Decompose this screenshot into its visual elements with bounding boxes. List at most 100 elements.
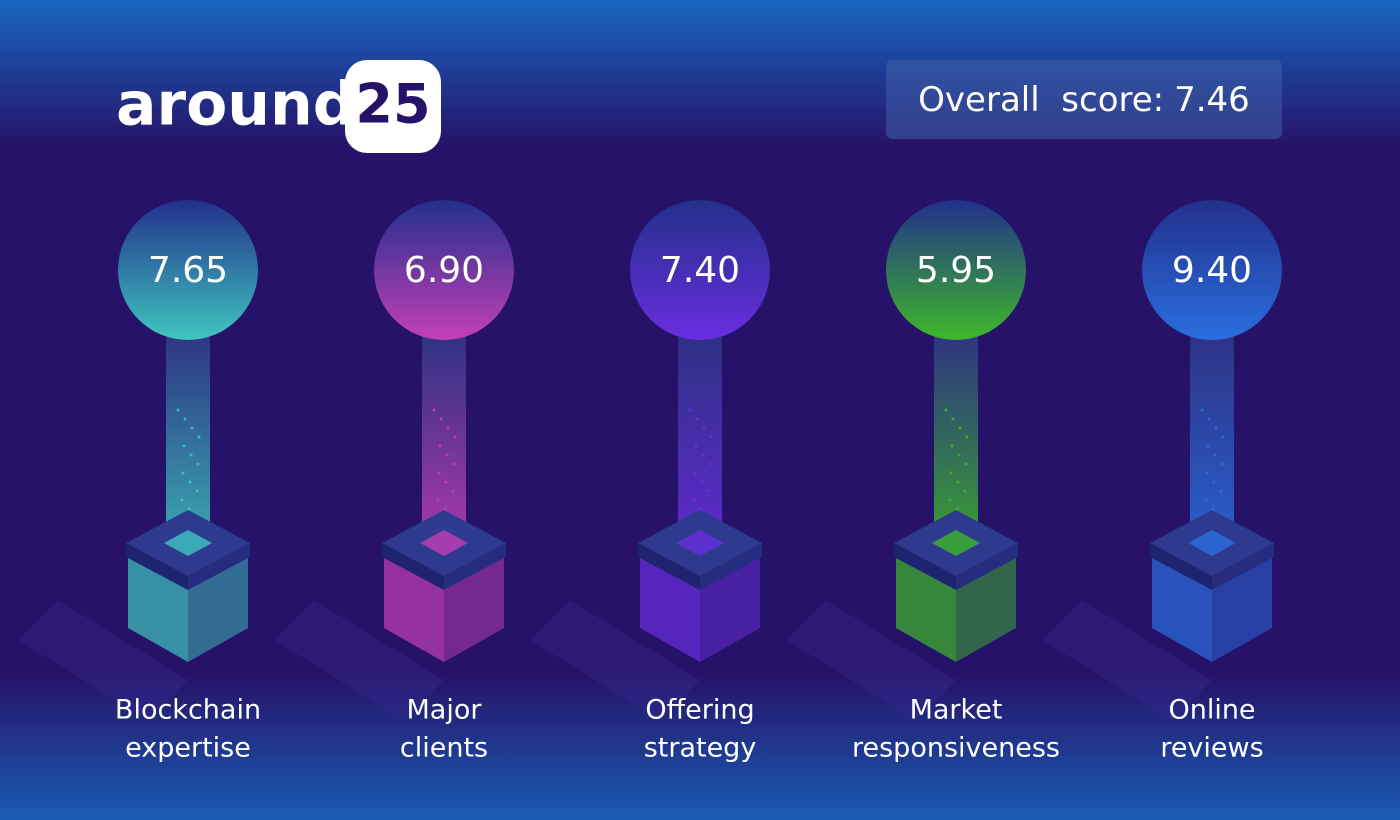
particle — [445, 453, 449, 457]
cube-hole — [1188, 530, 1236, 556]
logo-word: around — [116, 70, 356, 140]
particle — [957, 453, 961, 457]
label: clients — [400, 733, 488, 764]
particle — [439, 417, 443, 421]
logo-badge — [345, 60, 441, 153]
score-circle — [118, 200, 258, 340]
score-circle — [630, 200, 770, 340]
particle — [196, 462, 200, 466]
cube-hole — [164, 530, 212, 556]
particle — [963, 489, 967, 493]
score-circle — [1142, 200, 1282, 340]
particle — [1213, 453, 1217, 457]
score-circle — [886, 200, 1026, 340]
particle — [950, 444, 954, 448]
particle — [688, 408, 692, 412]
floor-glow — [18, 600, 188, 720]
particle — [181, 471, 185, 475]
cube-cap-left — [382, 543, 444, 590]
particle — [708, 462, 712, 466]
cube-cap-left — [638, 543, 700, 590]
particle — [1221, 435, 1225, 439]
overall-label: Overall score: — [918, 80, 1164, 120]
cube-cap-right — [956, 543, 1018, 590]
particle — [176, 408, 180, 412]
particle — [707, 489, 711, 493]
floor-glow — [1042, 600, 1212, 720]
particle — [183, 417, 187, 421]
label: Offering — [645, 695, 754, 726]
particle — [956, 480, 960, 484]
overall-value: 7.46 — [1174, 80, 1250, 120]
floor-glow — [530, 600, 700, 720]
particle — [693, 471, 697, 475]
overall-box — [886, 60, 1282, 139]
particle — [951, 417, 955, 421]
particle — [1206, 444, 1210, 448]
cube-cap-right — [188, 543, 250, 590]
particle — [453, 435, 457, 439]
cube-cap-right — [1212, 543, 1274, 590]
particle — [955, 507, 959, 511]
particle — [709, 435, 713, 439]
score: 7.65 — [148, 250, 228, 291]
particle — [701, 453, 705, 457]
particle — [1214, 426, 1218, 430]
particle — [1205, 471, 1209, 475]
particle — [694, 444, 698, 448]
particle — [1207, 417, 1211, 421]
label: Major — [407, 695, 483, 726]
particle — [699, 507, 703, 511]
particle — [1220, 462, 1224, 466]
score: 7.40 — [660, 250, 740, 291]
particle — [436, 498, 440, 502]
particle — [189, 453, 193, 457]
label: expertise — [125, 733, 251, 764]
particle — [965, 435, 969, 439]
label: Market — [910, 695, 1003, 726]
cube-cap-right — [444, 543, 506, 590]
floor-glow — [786, 600, 956, 720]
particle — [692, 498, 696, 502]
cube-hole — [420, 530, 468, 556]
particle — [437, 471, 441, 475]
score: 9.40 — [1172, 250, 1252, 291]
particle — [190, 426, 194, 430]
particle — [702, 426, 706, 430]
particle — [432, 408, 436, 412]
particle — [452, 462, 456, 466]
floor-glow — [274, 600, 444, 720]
score: 5.95 — [916, 250, 996, 291]
particle — [948, 498, 952, 502]
label: responsiveness — [852, 733, 1060, 764]
particle — [949, 471, 953, 475]
particle — [180, 498, 184, 502]
particle — [1211, 507, 1215, 511]
items: 7.65 Blockchain expertise 6.90 Major clients 7… — [18, 200, 1282, 764]
cube-cap-right — [700, 543, 762, 590]
logo-badge-text: 25 — [355, 73, 430, 136]
particle — [444, 480, 448, 484]
cube-hole — [932, 530, 980, 556]
particle — [438, 444, 442, 448]
particle — [944, 408, 948, 412]
particle — [1200, 408, 1204, 412]
cube-hole — [676, 530, 724, 556]
cube-cap-left — [1150, 543, 1212, 590]
particle — [1204, 498, 1208, 502]
particle — [446, 426, 450, 430]
particle — [695, 417, 699, 421]
label: Online — [1168, 695, 1255, 726]
label: strategy — [644, 733, 757, 764]
particle — [195, 489, 199, 493]
particle — [964, 462, 968, 466]
particle — [700, 480, 704, 484]
cube-cap-left — [126, 543, 188, 590]
score: 6.90 — [404, 250, 484, 291]
particle — [451, 489, 455, 493]
particle — [182, 444, 186, 448]
cube-cap-left — [894, 543, 956, 590]
particle — [188, 480, 192, 484]
particle — [958, 426, 962, 430]
label: Blockchain — [115, 695, 261, 726]
